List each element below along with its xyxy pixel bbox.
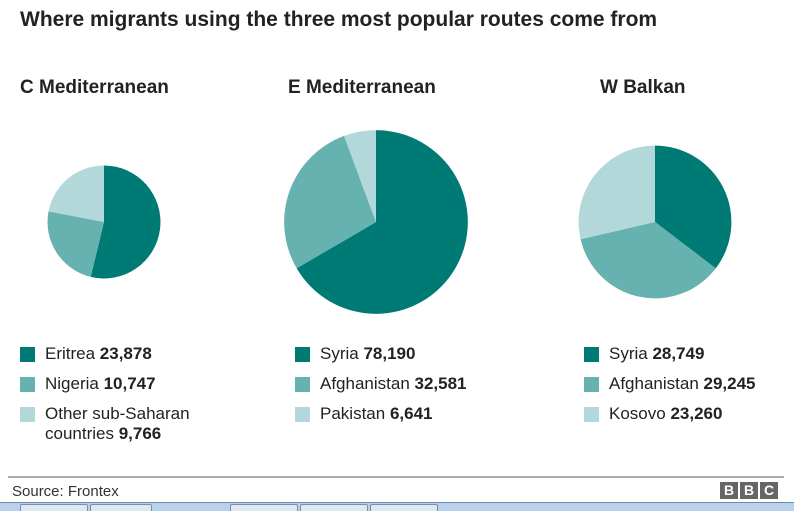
legend-label: Other sub-Saharan countries 9,766 [45,404,190,443]
pie-title-w-balkan: W Balkan [600,77,686,98]
legend-swatch [20,347,35,362]
legend-item: Pakistan 6,641 [295,404,467,424]
legend-label: Pakistan 6,641 [320,404,433,423]
legend-swatch [295,347,310,362]
legend-swatch [20,377,35,392]
legend-item: Syria 78,190 [295,344,467,364]
legend-swatch [295,377,310,392]
pie-slice-syria [655,145,732,269]
legend-swatch [295,407,310,422]
source-note: Source: Frontex [12,483,119,500]
pie-slice-other-sub-saharan-countries [48,165,104,222]
legend-item: Eritrea 23,878 [20,344,225,364]
legend-swatch [584,407,599,422]
chart-title: Where migrants using the three most popu… [20,8,658,31]
legend-label: Nigeria 10,747 [45,374,156,393]
taskbar-button[interactable] [230,504,298,511]
pie-slice-afghanistan [284,135,376,269]
legend-item: Kosovo 23,260 [584,404,756,424]
legend-label: Afghanistan 32,581 [320,374,467,393]
pie-title-c-mediterranean: C Mediterranean [20,77,169,98]
legend-item: Nigeria 10,747 [20,374,225,394]
legend-value: 23,260 [670,404,723,423]
taskbar-button[interactable] [300,504,368,511]
pie-slice-kosovo [578,145,655,240]
pie-slice-pakistan [344,130,376,222]
legend-c-mediterranean: Eritrea 23,878 Nigeria 10,747 Other sub-Sa… [20,344,225,454]
legend-label: Eritrea 23,878 [45,344,152,363]
legend-item: Syria 28,749 [584,344,756,364]
pie-slice-eritrea [90,165,161,279]
legend-swatch [20,407,35,422]
legend-w-balkan: Syria 28,749 Afghanistan 29,245 Kosovo 23,… [584,344,756,434]
pie-charts [47,130,732,314]
legend-value: 28,749 [652,344,705,363]
taskbar-button[interactable] [370,504,438,511]
legend-label: Kosovo 23,260 [609,404,723,423]
legend-swatch [584,377,599,392]
pie-slice-afghanistan [580,222,716,299]
pie-slice-nigeria [47,211,104,277]
legend-label: Syria 28,749 [609,344,705,363]
legend-swatch [584,347,599,362]
pie-title-e-mediterranean: E Mediterranean [288,77,436,98]
taskbar-button[interactable] [90,504,152,511]
legend-value: 78,190 [363,344,416,363]
legend-value: 32,581 [414,374,467,393]
legend-value: 9,766 [118,424,162,443]
legend-item: Afghanistan 32,581 [295,374,467,394]
legend-item: Other sub-Saharan countries 9,766 [20,404,225,444]
legend-e-mediterranean: Syria 78,190 Afghanistan 32,581 Pakistan 6… [295,344,467,434]
legend-value: 29,245 [703,374,756,393]
divider [8,476,784,478]
legend-label: Syria 78,190 [320,344,416,363]
legend-value: 6,641 [389,404,433,423]
pie-slice-syria [296,130,468,314]
legend-label: Afghanistan 29,245 [609,374,756,393]
legend-item: Afghanistan 29,245 [584,374,756,394]
legend-value: 10,747 [103,374,156,393]
taskbar-button[interactable] [20,504,88,511]
legend-value: 23,878 [99,344,152,363]
